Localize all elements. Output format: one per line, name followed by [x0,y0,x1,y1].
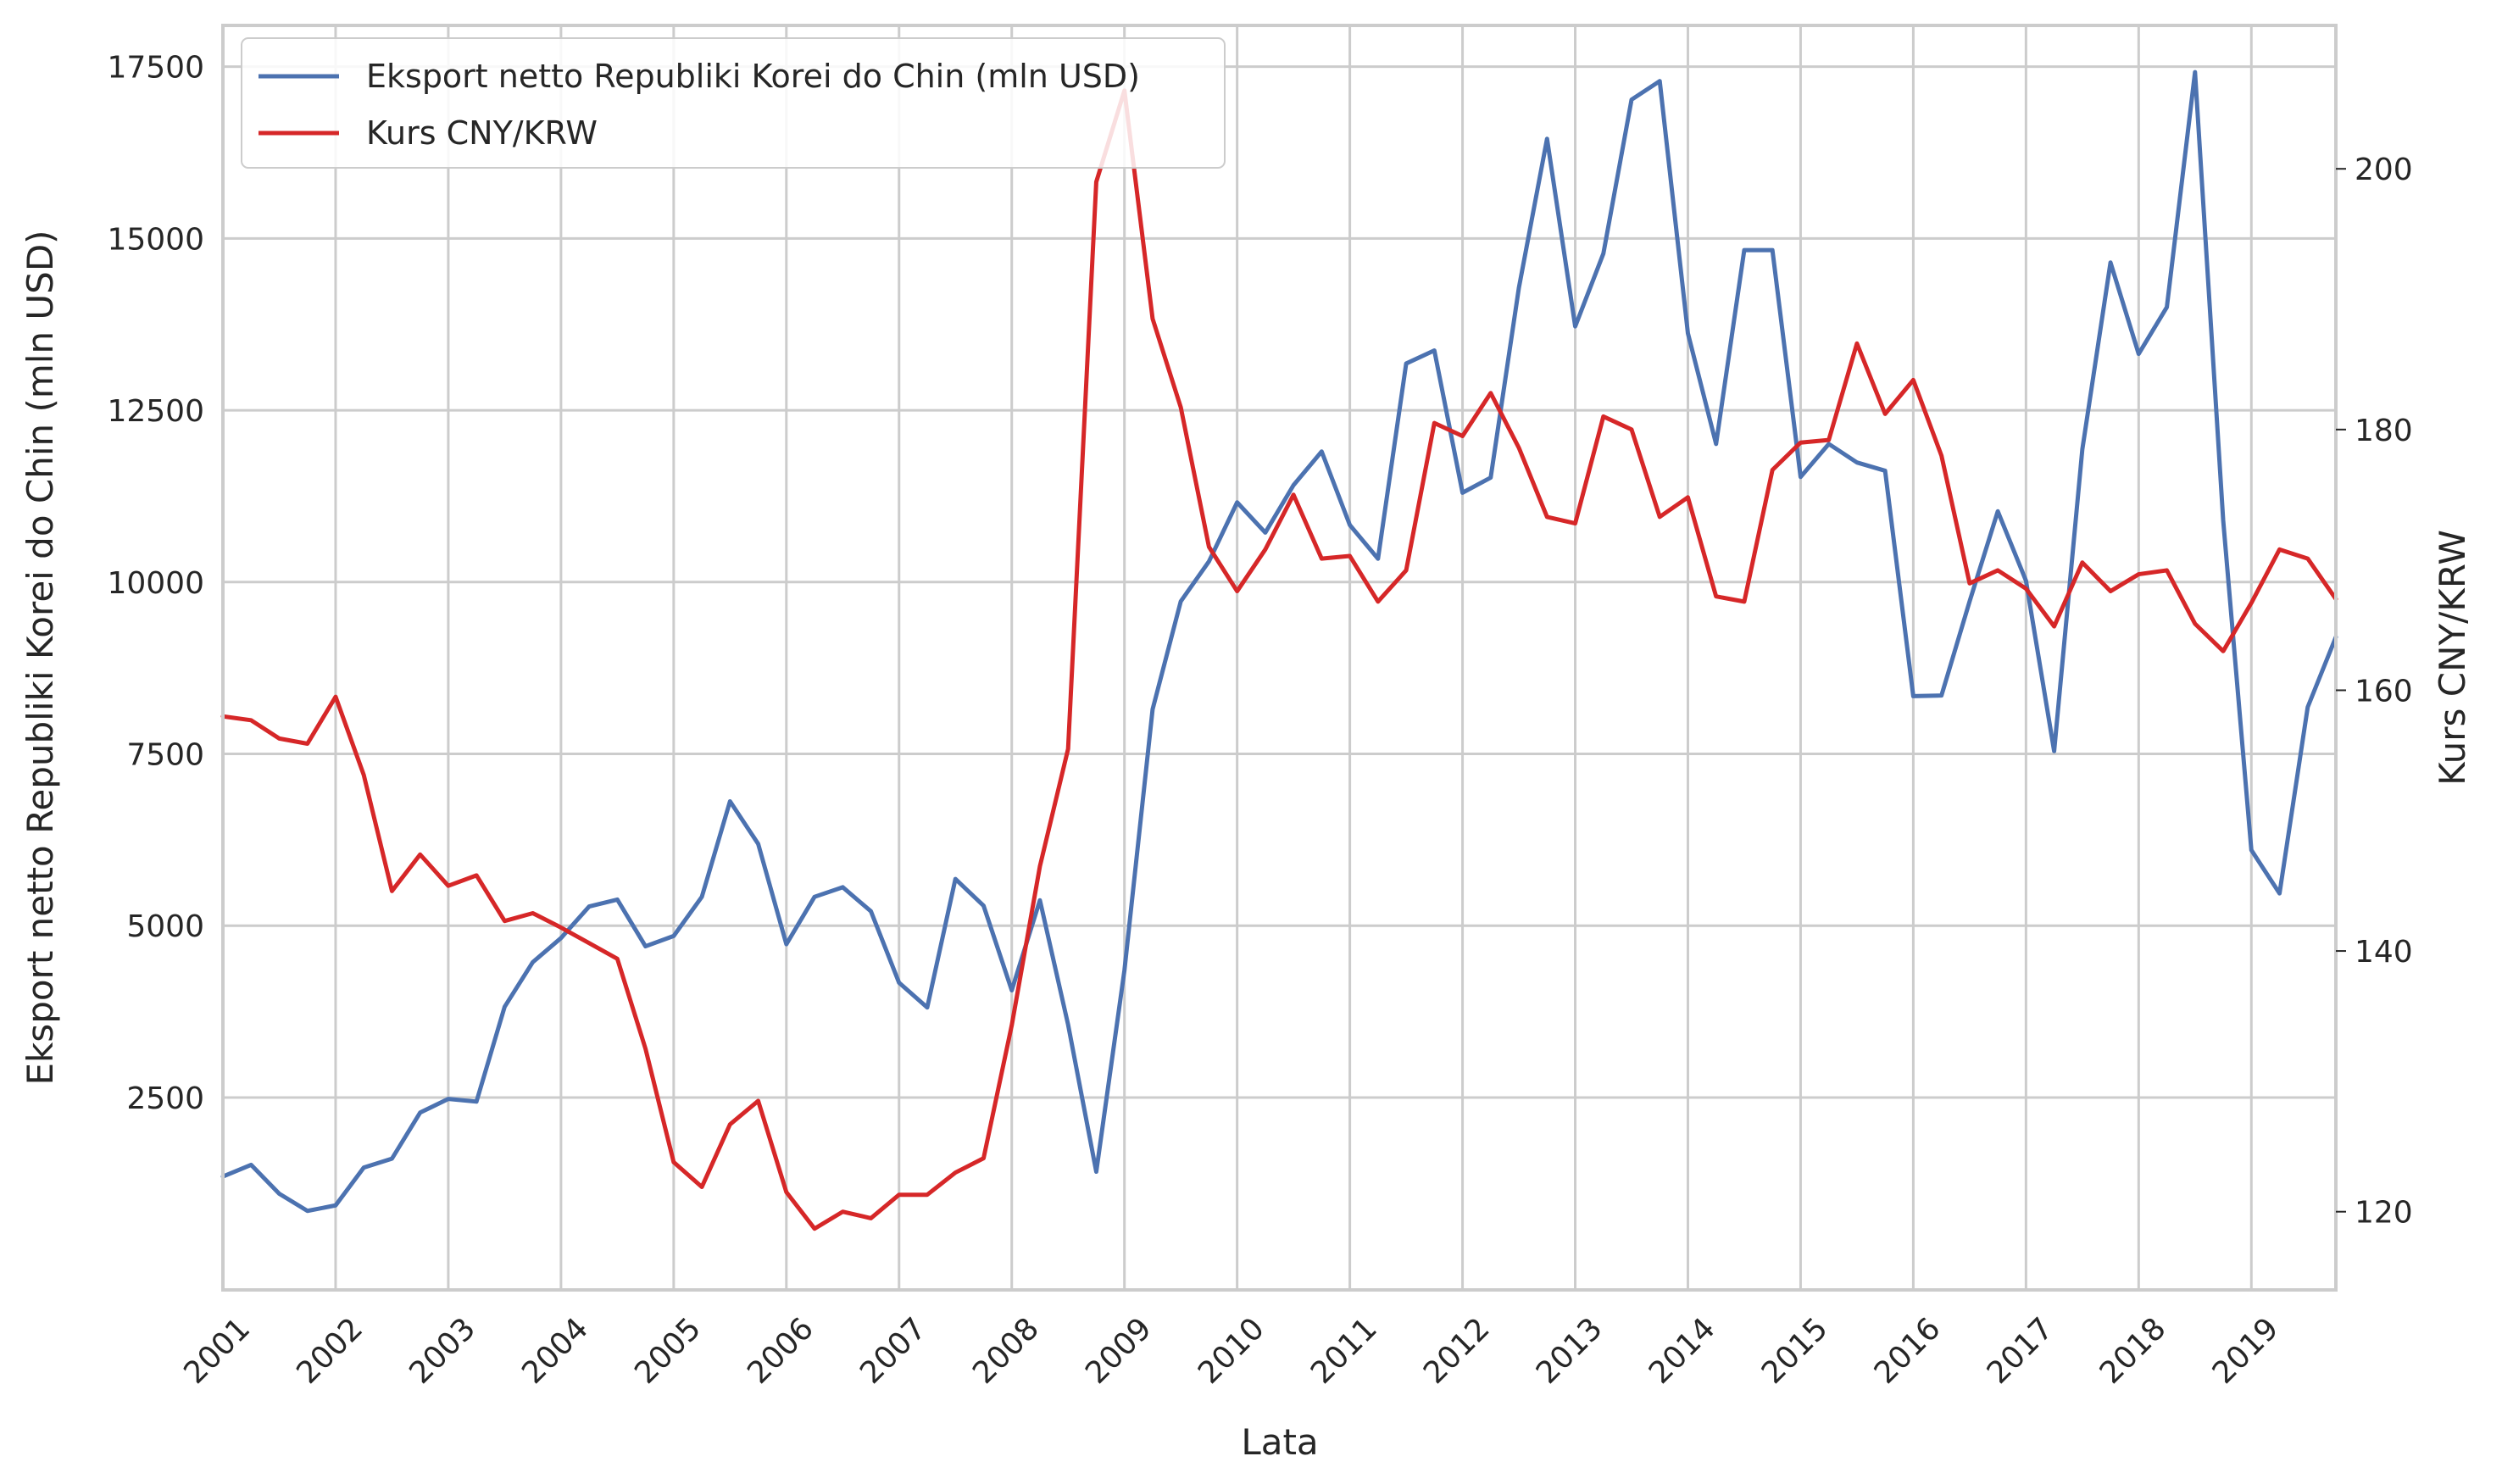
y-right-tick-label: 120 [2355,1196,2413,1231]
legend: Eksport netto Republiki Korei do Chin (m… [241,37,1226,169]
legend-label-export: Eksport netto Republiki Korei do Chin (m… [366,58,1140,95]
y-right-axis-ticks: 120 140 160 180 200 [2336,153,2413,1231]
x-tick-label: 2006 [741,1311,820,1391]
x-tick-label: 2004 [515,1311,595,1391]
y-left-tick-label: 5000 [126,909,204,944]
x-tick-label: 2009 [1079,1311,1159,1391]
y-right-tick-label: 200 [2355,153,2413,187]
y-left-tick-label: 17500 [107,51,204,86]
x-tick-label: 2017 [1981,1311,2060,1391]
x-tick-label: 2005 [628,1311,708,1391]
y-left-axis-ticks: 2500 5000 7500 10000 12500 15000 17500 [107,51,204,1116]
x-tick-label: 2003 [403,1311,482,1391]
x-tick-label: 2019 [2206,1311,2286,1391]
x-tick-label: 2012 [1417,1311,1497,1391]
series-line-exchange-rate [220,88,2338,1231]
x-tick-label: 2016 [1868,1311,1948,1391]
x-tick-label: 2013 [1530,1311,1610,1391]
series-line-export [220,69,2338,1214]
y-left-tick-label: 15000 [107,222,204,257]
y-right-tick-label: 160 [2355,674,2413,709]
x-tick-label: 2014 [1643,1311,1722,1391]
x-tick-label: 2010 [1192,1311,1271,1391]
y-right-tick-label: 140 [2355,935,2413,970]
y-left-axis-title: Eksport netto Republiki Korei do Chin (m… [19,230,61,1085]
x-tick-label: 2018 [2093,1311,2173,1391]
x-tick-label: 2001 [177,1311,257,1391]
plot-frame [221,24,2338,1292]
x-axis-ticks: 2001 2002 2003 2004 2005 2006 2007 2008 2009 2010… [177,1311,2285,1391]
x-tick-label: 2002 [290,1311,370,1391]
y-right-axis-title: Kurs CNY/KRW [2432,530,2473,786]
grid-lines [221,25,2336,1290]
x-tick-label: 2007 [853,1311,933,1391]
series-layer [220,69,2338,1231]
legend-box [241,37,1226,169]
x-tick-label: 2011 [1304,1311,1384,1391]
x-tick-label: 2015 [1755,1311,1835,1391]
y-left-tick-label: 7500 [126,738,204,773]
x-tick-label: 2008 [966,1311,1046,1391]
y-left-tick-label: 2500 [126,1081,204,1116]
legend-label-exchange-rate: Kurs CNY/KRW [366,114,598,152]
x-axis-title: Lata [1241,1421,1318,1463]
y-left-tick-label: 10000 [107,566,204,601]
y-left-tick-label: 12500 [107,394,204,429]
y-right-tick-label: 180 [2355,414,2413,448]
